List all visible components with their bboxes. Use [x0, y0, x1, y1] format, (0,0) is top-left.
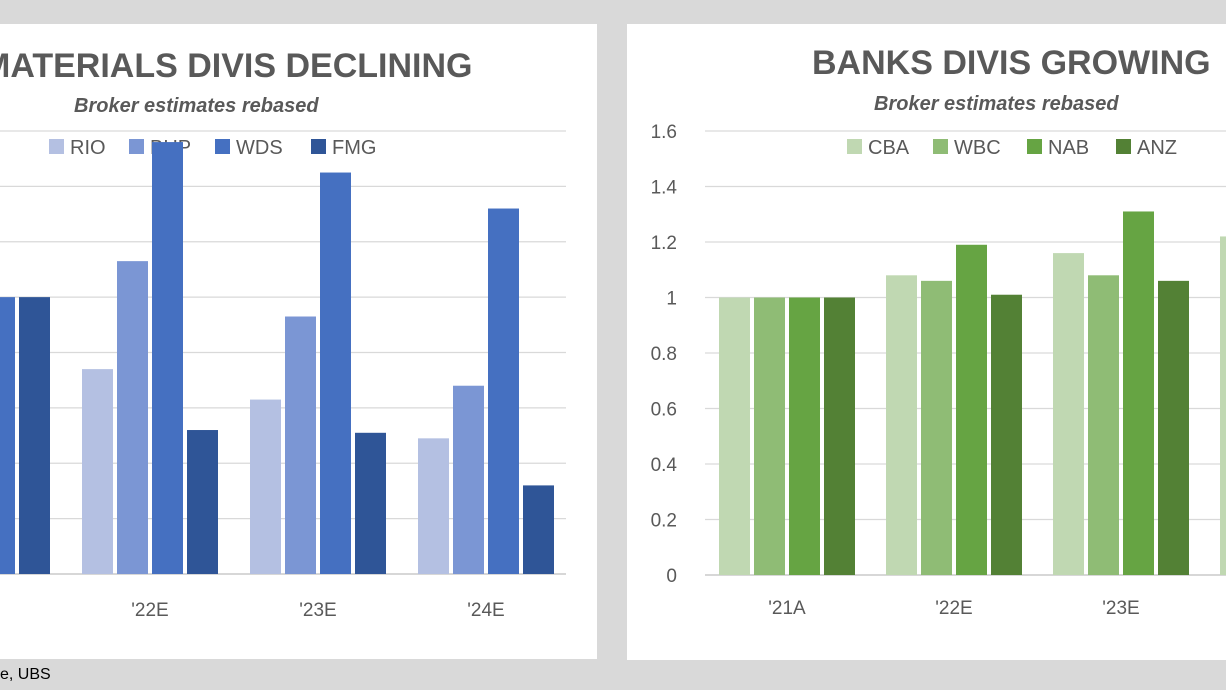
x-tick-label: '23E [299, 600, 336, 621]
chart-subtitle: Broker estimates rebased [874, 93, 1119, 115]
legend-label-cba: CBA [868, 137, 910, 159]
x-tick-label: '24E [467, 600, 504, 621]
bar-cba [1053, 253, 1084, 575]
y-tick-label: 1.2 [651, 233, 677, 254]
y-tick-label: 0.4 [651, 455, 678, 476]
bar-fmg [187, 430, 218, 574]
legend-label-fmg: FMG [332, 137, 376, 159]
legend-label-wbc: WBC [954, 137, 1001, 159]
bar-anz [1158, 280, 1189, 575]
bar-cba [1220, 236, 1226, 575]
x-tick-label: '21A [768, 598, 806, 619]
bar-rio [418, 438, 449, 574]
legend: CBA WBC NAB ANZ [847, 137, 1177, 159]
x-tick-label: '23E [1102, 598, 1139, 619]
y-tick-label: 1.4 [651, 178, 678, 199]
bar-rio [250, 399, 281, 574]
legend: RIOBHPWDSFMG [49, 137, 376, 159]
x-tick-label: '22E [935, 598, 972, 619]
materials-chart-panel: MATERIALS DIVIS DECLINING Broker estimat… [0, 24, 597, 659]
x-tick-label: '22E [131, 600, 168, 621]
legend-swatch-anz [1116, 139, 1131, 154]
y-tick-label: 0.6 [651, 400, 677, 421]
materials-chart: MATERIALS DIVIS DECLINING Broker estimat… [0, 47, 566, 621]
bar-nab [1123, 211, 1154, 575]
bar-rio [82, 369, 113, 574]
bar-bhp [453, 385, 484, 574]
bar-wds [152, 142, 183, 574]
banks-chart-panel: BANKS DIVIS GROWING Broker estimates reb… [627, 24, 1226, 660]
legend-swatch-bhp [129, 139, 144, 154]
bar-anz [824, 297, 855, 575]
chart-title: BANKS DIVIS GROWING [812, 44, 1211, 82]
y-tick-label: 1.6 [651, 122, 677, 143]
bar-wds [320, 172, 351, 574]
bar-fmg [355, 432, 386, 574]
source-note: e, UBS [0, 666, 51, 683]
bar-wds [488, 208, 519, 574]
bar-wbc [921, 280, 952, 575]
y-tick-label: 1 [666, 289, 677, 310]
bar-fmg [19, 297, 50, 574]
y-tick-label: 0.2 [651, 511, 677, 532]
bar-wbc [1088, 275, 1119, 575]
bar-wds [0, 297, 15, 574]
banks-chart: BANKS DIVIS GROWING Broker estimates reb… [651, 44, 1226, 619]
legend-swatch-wds [215, 139, 230, 154]
bar-nab [956, 244, 987, 575]
bar-wbc [754, 297, 785, 575]
bar-bhp [117, 261, 148, 574]
legend-swatch-wbc [933, 139, 948, 154]
legend-swatch-cba [847, 139, 862, 154]
chart-title: MATERIALS DIVIS DECLINING [0, 47, 473, 85]
bar-nab [789, 297, 820, 575]
legend-swatch-fmg [311, 139, 326, 154]
y-tick-label: 0.8 [651, 344, 677, 365]
legend-swatch-rio [49, 139, 64, 154]
legend-label-anz: ANZ [1137, 137, 1177, 159]
chart-subtitle: Broker estimates rebased [74, 95, 319, 117]
legend-label-rio: RIO [70, 137, 106, 159]
bar-anz [991, 294, 1022, 575]
legend-label-nab: NAB [1048, 137, 1089, 159]
legend-swatch-nab [1027, 139, 1042, 154]
legend-label-wds: WDS [236, 137, 283, 159]
y-tick-label: 0 [666, 566, 677, 587]
bar-bhp [285, 316, 316, 574]
bar-fmg [523, 485, 554, 574]
bar-cba [886, 275, 917, 575]
bar-cba [719, 297, 750, 575]
